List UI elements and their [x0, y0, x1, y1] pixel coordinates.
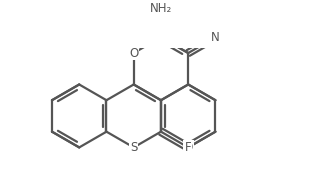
Text: O: O: [129, 46, 138, 60]
Text: O: O: [184, 141, 193, 154]
Text: F: F: [185, 141, 192, 154]
Text: N: N: [211, 31, 220, 44]
Text: NH₂: NH₂: [150, 3, 172, 15]
Text: S: S: [130, 141, 137, 154]
